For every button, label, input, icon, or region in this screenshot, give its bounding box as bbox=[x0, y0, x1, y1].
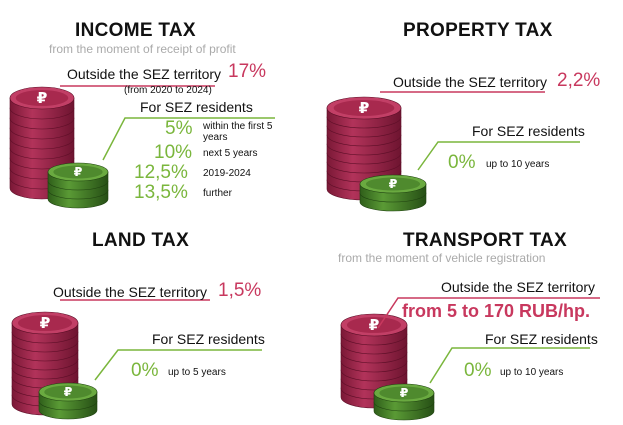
transport-sez-label: For SEZ residents bbox=[485, 331, 598, 347]
transport-outside-value: from 5 to 170 RUB/hp. bbox=[402, 301, 591, 321]
ruble-sign-icon: ₽ bbox=[40, 314, 51, 332]
income-outside-note: (from 2020 to 2024) bbox=[124, 85, 212, 96]
transport-outside-label: Outside the SEZ territory bbox=[441, 279, 596, 295]
transport-subtitle: from the moment of vehicle registration bbox=[338, 251, 546, 265]
property-outside-value: 2,2% bbox=[557, 70, 601, 91]
income-rate-3-note: 2019-2024 bbox=[203, 168, 251, 179]
property-sez-note: up to 10 years bbox=[486, 159, 550, 170]
income-rate-3-value: 12,5% bbox=[134, 162, 188, 183]
ruble-sign-icon: ₽ bbox=[389, 176, 398, 191]
land-title: LAND TAX bbox=[92, 230, 190, 251]
transport-sez-value: 0% bbox=[464, 360, 492, 381]
transport-title: TRANSPORT TAX bbox=[403, 230, 567, 251]
ruble-sign-icon: ₽ bbox=[400, 385, 409, 400]
ruble-sign-icon: ₽ bbox=[359, 99, 370, 117]
transport-red-connector bbox=[377, 297, 600, 329]
income-rate-2-value: 10% bbox=[154, 142, 193, 163]
income-green-coin-stack-icon: ₽ bbox=[47, 162, 109, 209]
land-green-coin-stack-icon: ₽ bbox=[38, 382, 98, 420]
land-sez-value: 0% bbox=[131, 360, 159, 381]
land-sez-note: up to 5 years bbox=[168, 367, 226, 378]
property-outside-label: Outside the SEZ territory bbox=[393, 74, 548, 90]
property-green-coin-stack-icon: ₽ bbox=[359, 174, 427, 212]
income-rate-1-value: 5% bbox=[165, 118, 193, 139]
ruble-sign-icon: ₽ bbox=[369, 316, 380, 334]
transport-green-connector bbox=[429, 347, 590, 384]
ruble-sign-icon: ₽ bbox=[64, 384, 73, 399]
land-green-connector bbox=[94, 349, 262, 381]
transport-sez-note: up to 10 years bbox=[500, 367, 564, 378]
income-subtitle: from the moment of receipt of profit bbox=[49, 42, 236, 56]
income-outside-value: 17% bbox=[228, 61, 267, 82]
land-sez-label: For SEZ residents bbox=[152, 331, 265, 347]
property-sez-value: 0% bbox=[448, 152, 476, 173]
income-sez-label: For SEZ residents bbox=[140, 99, 253, 115]
ruble-sign-icon: ₽ bbox=[74, 164, 83, 179]
income-rate-2-note: next 5 years bbox=[203, 148, 258, 159]
income-rate-4-value: 13,5% bbox=[134, 182, 188, 203]
property-title: PROPERTY TAX bbox=[403, 20, 553, 41]
income-outside-label: Outside the SEZ territory bbox=[67, 66, 222, 82]
property-sez-label: For SEZ residents bbox=[472, 123, 585, 139]
land-outside-label: Outside the SEZ territory bbox=[53, 284, 208, 300]
property-green-connector bbox=[417, 141, 580, 171]
income-red-coin-stack-icon: ₽ bbox=[9, 86, 75, 200]
income-title: INCOME TAX bbox=[75, 20, 196, 41]
ruble-sign-icon: ₽ bbox=[37, 89, 48, 107]
transport-red-coin-stack-icon: ₽ bbox=[340, 313, 408, 409]
transport-green-coin-stack-icon: ₽ bbox=[373, 383, 435, 421]
income-rate-4-note: further bbox=[203, 188, 232, 199]
income-green-connector bbox=[102, 117, 275, 161]
land-outside-value: 1,5% bbox=[218, 280, 262, 301]
income-rate-1-note: within the first 5 years bbox=[203, 121, 273, 143]
